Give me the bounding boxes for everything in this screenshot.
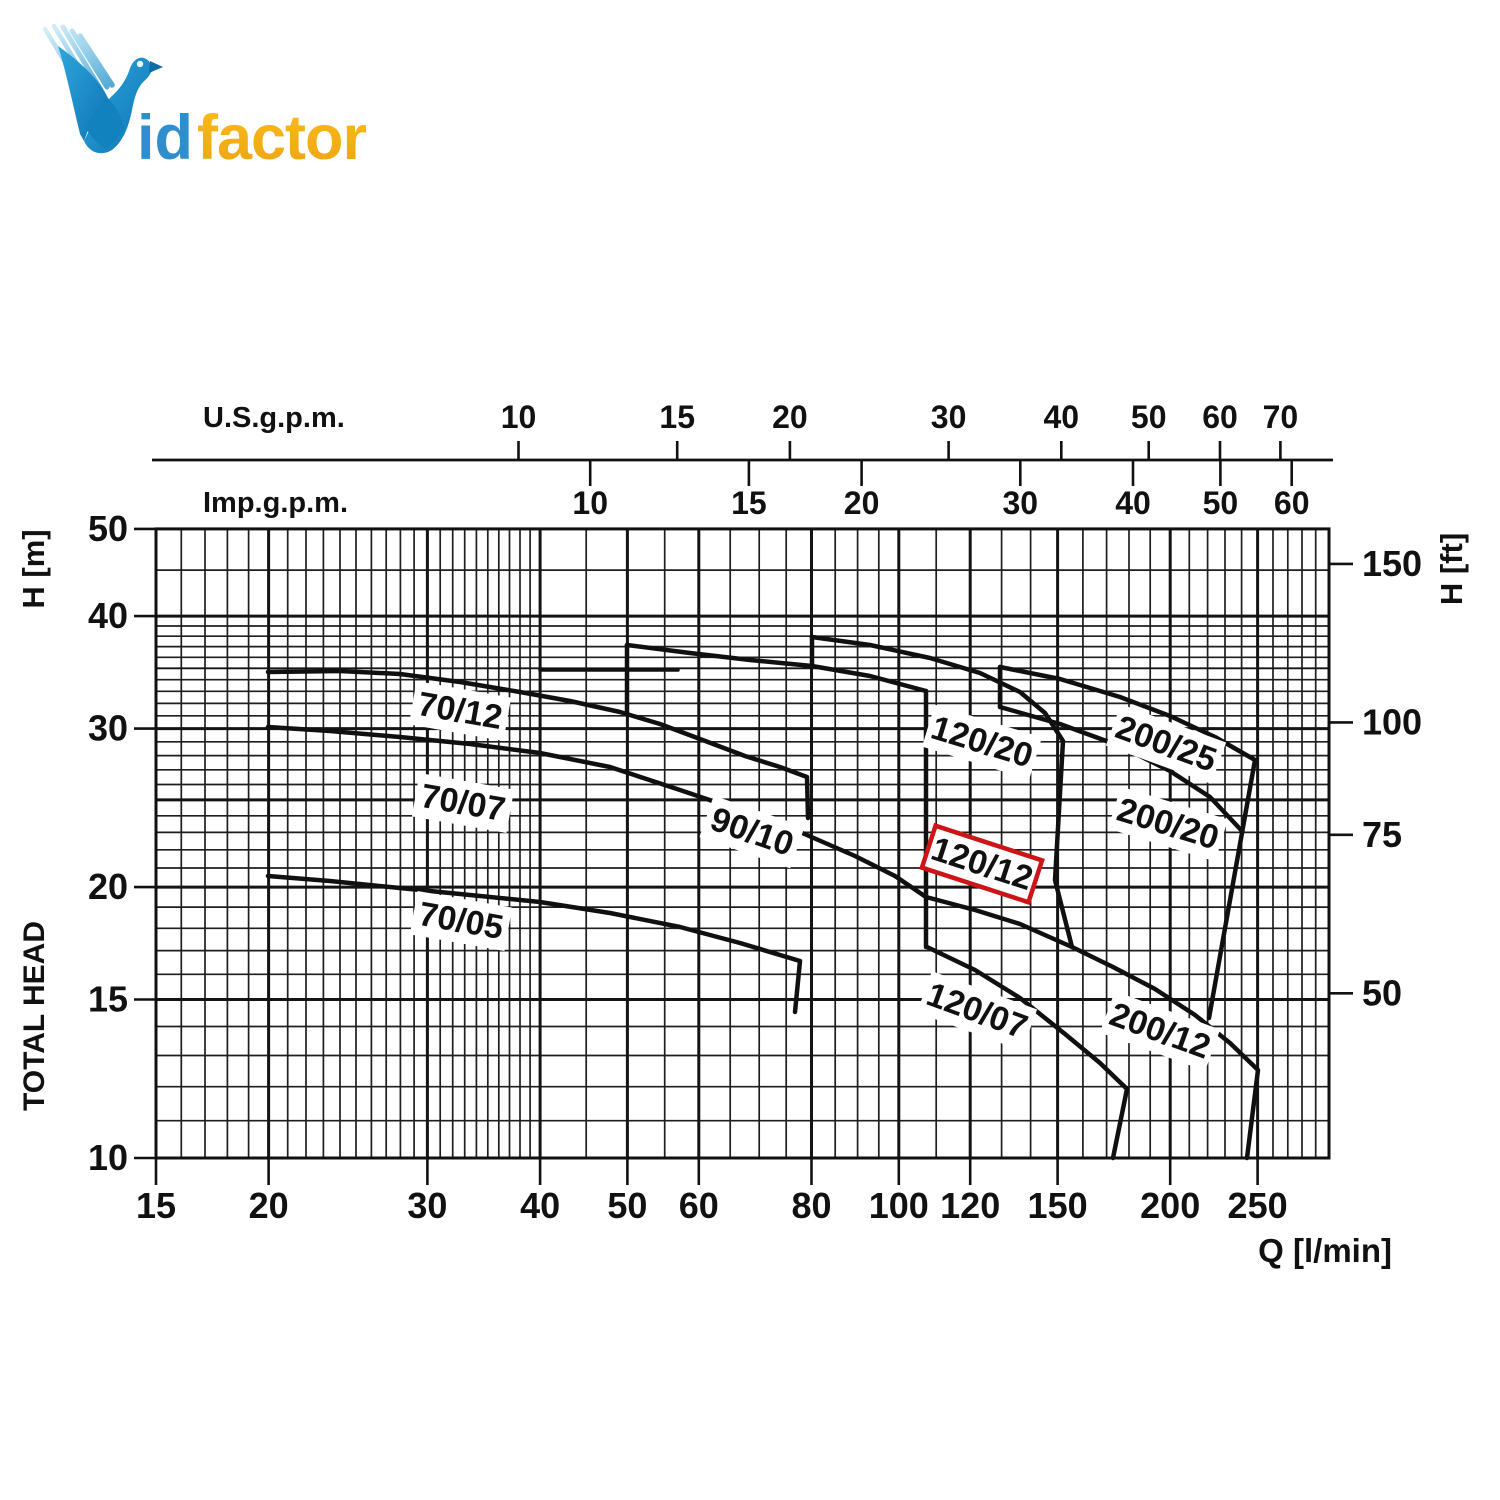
svg-text:150: 150 (1028, 1185, 1088, 1226)
svg-text:50: 50 (607, 1185, 647, 1226)
svg-text:H [ft]: H [ft] (1434, 533, 1469, 605)
svg-text:20: 20 (88, 866, 128, 907)
svg-text:10: 10 (572, 485, 608, 521)
svg-text:100: 100 (1362, 701, 1422, 742)
svg-text:15: 15 (136, 1185, 176, 1226)
svg-text:40: 40 (1044, 399, 1080, 435)
svg-text:80: 80 (791, 1185, 831, 1226)
svg-text:15: 15 (731, 485, 767, 521)
svg-text:H [m]: H [m] (16, 529, 51, 608)
svg-text:60: 60 (1202, 399, 1238, 435)
svg-text:120/20: 120/20 (927, 709, 1038, 776)
svg-text:50: 50 (1203, 485, 1239, 521)
svg-text:150: 150 (1362, 543, 1422, 584)
svg-text:100: 100 (869, 1185, 929, 1226)
svg-text:20: 20 (844, 485, 880, 521)
svg-text:30: 30 (1003, 485, 1039, 521)
svg-text:40: 40 (88, 595, 128, 636)
svg-text:75: 75 (1362, 814, 1402, 855)
svg-text:U.S.g.p.m.: U.S.g.p.m. (203, 402, 345, 434)
svg-text:30: 30 (88, 708, 128, 749)
svg-text:id: id (137, 103, 193, 173)
svg-text:70/05: 70/05 (416, 895, 506, 947)
svg-text:50: 50 (1362, 972, 1402, 1013)
svg-text:Imp.g.p.m.: Imp.g.p.m. (203, 487, 348, 519)
svg-text:50: 50 (88, 508, 128, 549)
svg-text:120: 120 (940, 1185, 1000, 1226)
svg-text:20: 20 (772, 399, 808, 435)
svg-text:15: 15 (659, 399, 695, 435)
svg-text:250: 250 (1228, 1185, 1288, 1226)
svg-text:20: 20 (249, 1185, 289, 1226)
svg-text:60: 60 (679, 1185, 719, 1226)
svg-text:30: 30 (407, 1185, 447, 1226)
svg-text:factor: factor (197, 103, 367, 173)
svg-text:50: 50 (1131, 399, 1167, 435)
svg-text:10: 10 (501, 399, 537, 435)
svg-text:40: 40 (520, 1185, 560, 1226)
svg-text:70: 70 (1263, 399, 1299, 435)
svg-text:30: 30 (931, 399, 967, 435)
svg-text:Q [l/min]: Q [l/min] (1258, 1232, 1392, 1269)
svg-text:40: 40 (1115, 485, 1151, 521)
svg-text:120/07: 120/07 (922, 975, 1033, 1046)
svg-text:15: 15 (88, 979, 128, 1020)
svg-text:TOTAL HEAD: TOTAL HEAD (18, 921, 51, 1111)
svg-text:60: 60 (1274, 485, 1310, 521)
svg-text:10: 10 (88, 1137, 128, 1178)
svg-text:200: 200 (1140, 1185, 1200, 1226)
